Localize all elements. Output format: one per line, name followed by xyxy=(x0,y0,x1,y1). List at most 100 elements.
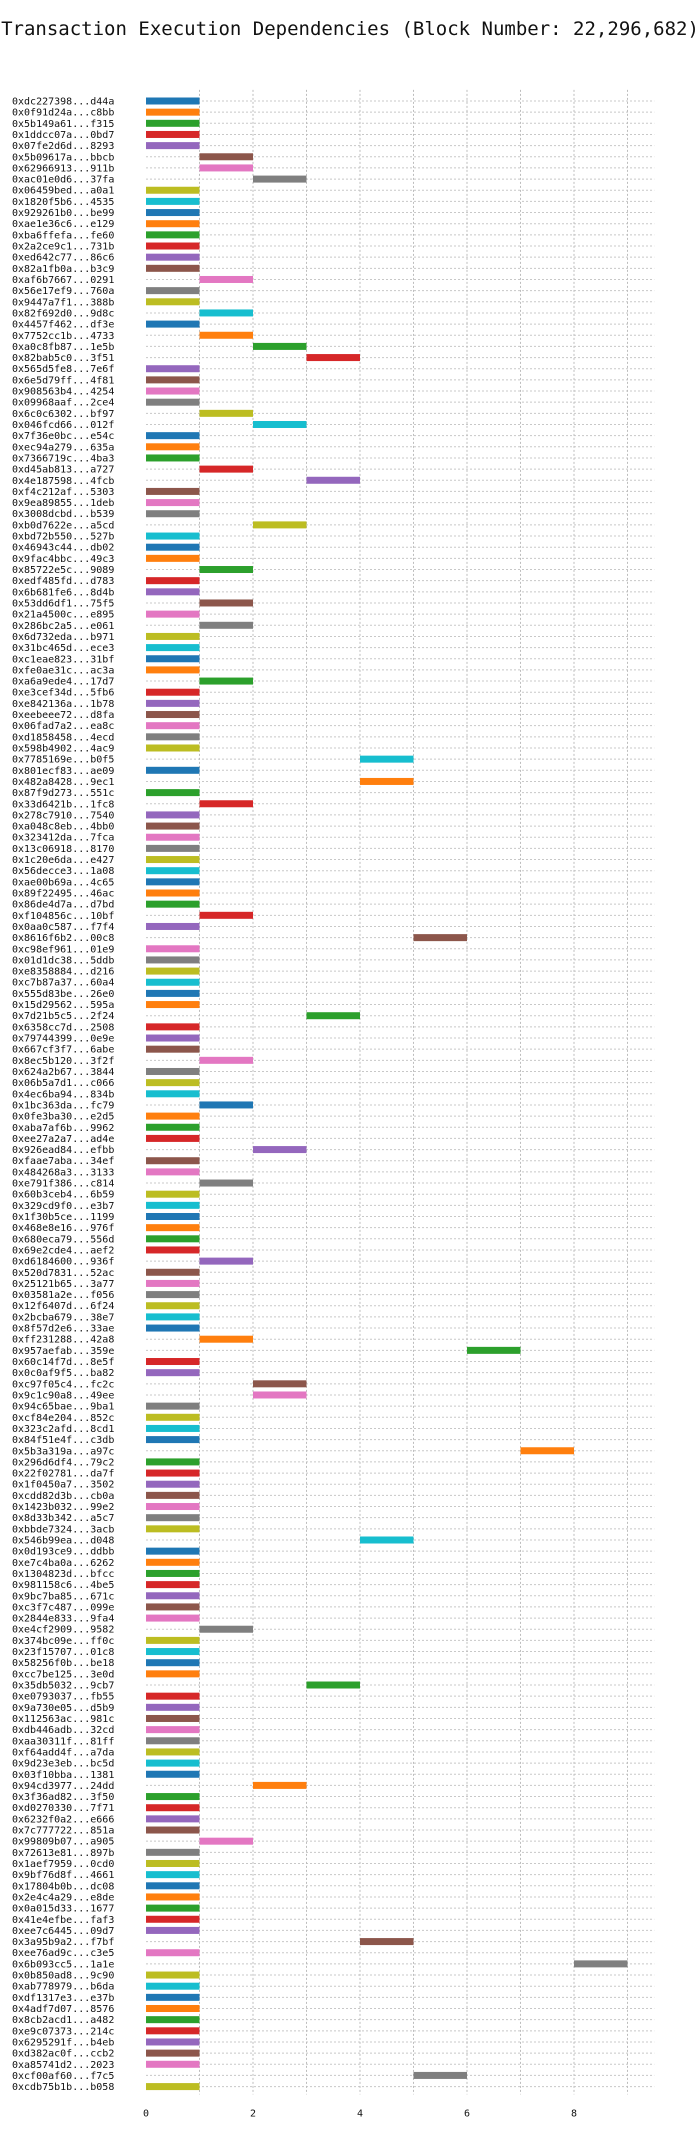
transaction-label: 0x5b09617a...bbcb xyxy=(12,152,114,163)
transaction-label: 0x06b5a7d1...c066 xyxy=(12,1078,114,1089)
transaction-label: 0x9bf76d8f...4661 xyxy=(12,1870,114,1881)
transaction-label: 0xa048c8eb...4bb0 xyxy=(12,822,114,833)
transaction-label: 0xe9c07373...214c xyxy=(12,2026,114,2037)
transaction-bar xyxy=(146,1369,200,1377)
transaction-bar xyxy=(146,1458,200,1466)
transaction-bar xyxy=(146,1514,200,1522)
transaction-label: 0x286bc2a5...e061 xyxy=(12,621,114,632)
transaction-bar xyxy=(199,465,253,473)
x-tick-label: 6 xyxy=(464,2108,470,2119)
transaction-bar xyxy=(146,1737,200,1745)
transaction-bar xyxy=(199,1101,253,1109)
transaction-bar xyxy=(146,1826,200,1834)
transaction-bar xyxy=(146,1402,200,1410)
transaction-label: 0x1aef7959...0cd0 xyxy=(12,1859,114,1870)
transaction-bar xyxy=(146,922,200,930)
transaction-bar xyxy=(146,577,200,585)
transaction-bar xyxy=(146,142,200,150)
transaction-label: 0x9bc7ba85...671c xyxy=(12,1591,114,1602)
transaction-bar xyxy=(146,376,200,384)
transaction-bar xyxy=(146,1759,200,1767)
transaction-bar xyxy=(146,1670,200,1678)
transaction-label: 0xc98ef961...01e9 xyxy=(12,944,114,955)
transaction-bar xyxy=(146,1503,200,1511)
transaction-label: 0x046fcd66...012f xyxy=(12,420,114,431)
transaction-bar xyxy=(146,666,200,674)
transaction-label: 0x6b093cc5...1a1e xyxy=(12,1959,114,1970)
transaction-bar xyxy=(146,811,200,819)
transaction-label: 0x86de4d7a...d7bd xyxy=(12,900,114,911)
transaction-bar xyxy=(146,1157,200,1165)
transaction-bar xyxy=(253,521,307,529)
transaction-label: 0xab778979...b6da xyxy=(12,1982,114,1993)
transaction-bar xyxy=(146,1291,200,1299)
transaction-bar xyxy=(467,1346,521,1354)
transaction-label: 0x6358cc7d...2508 xyxy=(12,1022,114,1033)
transaction-label: 0x9c1c90a8...49ee xyxy=(12,1390,114,1401)
transaction-bar xyxy=(146,1993,200,2001)
transaction-label: 0x7c777722...851a xyxy=(12,1826,114,1837)
transaction-bar xyxy=(146,655,200,663)
transaction-label: 0x87f9d273...551c xyxy=(12,788,114,799)
transaction-bar xyxy=(146,1592,200,1600)
transaction-bar xyxy=(199,1179,253,1187)
transaction-label: 0xa85741d2...2023 xyxy=(12,2060,114,2071)
transaction-bar xyxy=(146,1190,200,1198)
transaction-bar xyxy=(146,644,200,652)
transaction-bar xyxy=(146,766,200,774)
transaction-bar xyxy=(146,1714,200,1722)
transaction-label: 0x22f02781...da7f xyxy=(12,1469,114,1480)
x-tick-label: 4 xyxy=(357,2108,363,2119)
transaction-label: 0xbbde7324...3acb xyxy=(12,1524,114,1535)
transaction-label: 0x323412da...7fca xyxy=(12,833,114,844)
transaction-label: 0x667cf3f7...6abe xyxy=(12,1045,114,1056)
transaction-bar xyxy=(146,1904,200,1912)
transaction-label: 0x7d21b5c5...2f24 xyxy=(12,1011,114,1022)
transaction-label: 0x82a1fb0a...b3c9 xyxy=(12,264,114,275)
transaction-bar xyxy=(520,1447,574,1455)
transaction-bar xyxy=(146,543,200,551)
transaction-bar xyxy=(146,1547,200,1555)
transaction-label: 0x0aa0c587...f7f4 xyxy=(12,922,114,933)
transaction-bar xyxy=(146,264,200,272)
transaction-bar xyxy=(146,1949,200,1957)
transaction-bar xyxy=(146,2049,200,2057)
transaction-bar xyxy=(146,1971,200,1979)
transaction-label: 0x329cd9f0...e3b7 xyxy=(12,1201,114,1212)
transaction-label: 0x1f30b5ce...1199 xyxy=(12,1212,114,1223)
transaction-label: 0x981158c6...4be5 xyxy=(12,1580,114,1591)
transaction-label: 0x2844e833...9fa4 xyxy=(12,1614,114,1625)
transaction-bar xyxy=(199,677,253,685)
transaction-bar xyxy=(146,1123,200,1131)
transaction-label: 0x6232f0a2...e666 xyxy=(12,1814,114,1825)
transaction-bar xyxy=(360,755,414,763)
transaction-label: 0xaa30311f...81ff xyxy=(12,1736,114,1747)
transaction-bar xyxy=(146,711,200,719)
transaction-label: 0x41e4efbe...faf3 xyxy=(12,1915,114,1926)
transaction-bar xyxy=(146,1246,200,1254)
transaction-bar xyxy=(146,1358,200,1366)
transaction-bar xyxy=(146,978,200,986)
transaction-bar xyxy=(146,1134,200,1142)
transaction-bar xyxy=(146,499,200,507)
transaction-label: 0x1820f5b6...4535 xyxy=(12,197,114,208)
transaction-label: 0x56e17ef9...760a xyxy=(12,286,114,297)
grid xyxy=(146,89,655,2095)
transaction-bar xyxy=(146,822,200,830)
transaction-label: 0xcdb75b1b...b058 xyxy=(12,2082,114,2093)
transaction-label: 0xae00b69a...4c65 xyxy=(12,877,114,888)
transaction-label: 0x94cd3977...24dd xyxy=(12,1781,114,1792)
transaction-bar xyxy=(199,1257,253,1265)
transaction-label: 0x0a015d33...1677 xyxy=(12,1904,114,1915)
transaction-bar xyxy=(146,1926,200,1934)
transaction-label: 0xee27a2a7...ad4e xyxy=(12,1134,114,1145)
transaction-bar xyxy=(146,1603,200,1611)
transaction-bar xyxy=(146,1525,200,1533)
transaction-bar xyxy=(574,1960,628,1968)
transaction-label: 0x7785169e...b0f5 xyxy=(12,755,114,766)
transaction-bar xyxy=(146,454,200,462)
transaction-bar xyxy=(146,856,200,864)
transaction-bar xyxy=(360,1536,414,1544)
transaction-label: 0x3a95b9a2...f7bf xyxy=(12,1937,114,1948)
